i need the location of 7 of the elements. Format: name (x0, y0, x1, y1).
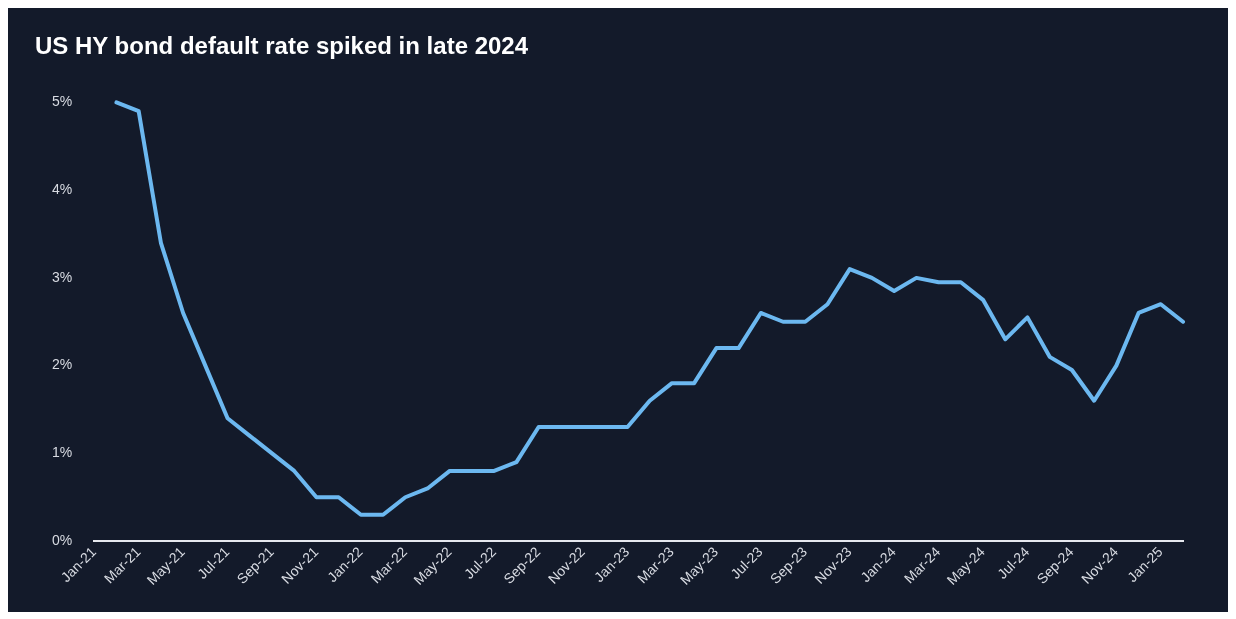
y-tick-label: 4% (52, 181, 73, 197)
y-tick-label: 2% (52, 356, 73, 373)
chart-title: US HY bond default rate spiked in late 2024 (35, 32, 529, 60)
y-tick-label: 3% (52, 268, 73, 285)
y-tick-label: 5% (52, 93, 73, 110)
y-tick-label: 0% (52, 531, 73, 548)
y-tick-label: 1% (52, 444, 73, 461)
